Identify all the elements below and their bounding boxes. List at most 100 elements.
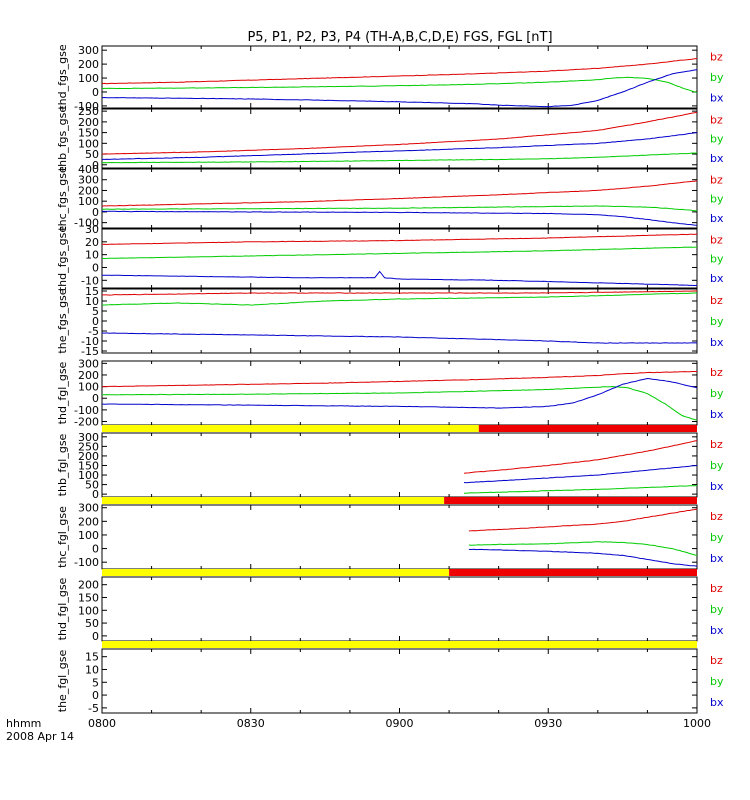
y-tick-label: 0 [92, 261, 99, 274]
legend-bz: bz [710, 51, 723, 64]
mode-bar-red [444, 497, 697, 504]
mode-bar-yellow [102, 569, 450, 576]
legend-bz: bz [710, 173, 723, 186]
y-tick-label: -5 [88, 702, 99, 715]
y-tick-label: 200 [78, 58, 99, 71]
series-bz-line [101, 371, 697, 388]
y-tick-label: 200 [78, 450, 99, 463]
y-tick-label: 100 [78, 195, 99, 208]
y-tick-label: 5 [92, 305, 99, 318]
y-tick-label: 50 [85, 148, 99, 161]
y-tick-label: -5 [88, 325, 99, 338]
legend-bx: bx [710, 212, 724, 225]
series-bz-line [101, 233, 698, 246]
y-axis-label: thb_fgl_gse [56, 433, 69, 496]
x-tick-label: 1000 [683, 717, 711, 730]
plot-title: P5, P1, P2, P3, P4 (TH-A,B,C,D,E) FGS, F… [247, 30, 552, 45]
y-tick-label: 200 [78, 515, 99, 528]
series-by-line [468, 541, 698, 556]
y-tick-label: -100 [74, 404, 99, 417]
y-tick-label: 15 [85, 651, 99, 664]
panel-frame [101, 108, 698, 169]
y-tick-label: -100 [74, 100, 99, 113]
y-tick-label: 0 [92, 630, 99, 643]
series-by-line [101, 246, 698, 260]
legend-bx: bx [710, 336, 724, 349]
legend-by: by [710, 603, 724, 616]
y-tick-label: 100 [78, 381, 99, 394]
legend-bz: bz [710, 113, 723, 126]
series-by-line [102, 385, 698, 421]
y-tick-label: 300 [78, 174, 99, 187]
y-tick-label: 0 [92, 392, 99, 405]
y-tick-label: 50 [85, 479, 99, 492]
mode-bar-yellow [102, 497, 445, 504]
y-axis-label: the_fgs_gse [56, 288, 69, 353]
y-axis-label: thd_fgs_gse [56, 44, 69, 110]
y-tick-label: 100 [78, 72, 99, 85]
y-tick-label: 50 [85, 617, 99, 630]
y-tick-label: 0 [92, 159, 99, 172]
y-axis-label: thd_fgl_gse [56, 577, 69, 640]
y-tick-label: 0 [92, 689, 99, 702]
y-tick-label: 100 [78, 469, 99, 482]
series-bx-line [463, 465, 698, 484]
legend-by: by [710, 675, 724, 688]
panel-frame [101, 576, 698, 642]
x-axis: 0800 0830 0900 0930 1000 [88, 717, 711, 730]
legend-bx: bx [710, 92, 724, 105]
y-tick-label: 250 [78, 105, 99, 118]
y-tick-label: 30 [85, 223, 99, 236]
y-tick-label: 10 [85, 249, 99, 262]
mode-bar-yellow [102, 641, 697, 648]
panel-frame [101, 648, 698, 714]
y-tick-label: 150 [78, 591, 99, 604]
series-bz-line [468, 508, 698, 532]
legend-bz: bz [710, 233, 723, 246]
mode-bar-yellow [102, 425, 479, 432]
legend-by: by [710, 315, 724, 328]
legend-bx: bx [710, 624, 724, 637]
series-bx-line [101, 377, 698, 409]
series-by-line [102, 205, 698, 212]
y-tick-label: -15 [81, 345, 99, 358]
legend-bx: bx [710, 696, 724, 709]
legend-bx: bx [710, 152, 724, 165]
y-tick-label: 0 [92, 543, 99, 556]
y-axis-label: thc_fgl_gse [56, 506, 69, 568]
x-tick-label: 0900 [386, 717, 414, 730]
y-tick-label: 100 [78, 137, 99, 150]
y-tick-label: 0 [92, 315, 99, 328]
y-axis-label: the_fgl_gse [56, 650, 69, 713]
legend-bz: bz [710, 438, 723, 451]
series-bz-line [102, 290, 698, 296]
y-tick-label: -10 [81, 274, 99, 287]
series-bx-line [468, 548, 698, 567]
legend-bx: bx [710, 272, 724, 285]
series-bz-line [101, 111, 698, 155]
legend-by: by [710, 133, 724, 146]
series-bx-line [101, 332, 698, 344]
series-bz-line [463, 440, 698, 474]
series-by-line [101, 152, 698, 164]
legend-bz: bz [710, 582, 723, 595]
y-tick-label: 0 [92, 86, 99, 99]
legend-bz: bz [710, 366, 723, 379]
y-tick-label: 0 [92, 488, 99, 501]
series-by-line [101, 292, 698, 306]
mode-bar-red [478, 425, 697, 432]
legend-by: by [710, 459, 724, 472]
series-by-line [463, 485, 698, 494]
y-tick-label: 400 [78, 163, 99, 176]
legend-bz: bz [710, 294, 723, 307]
panel-frame [101, 504, 698, 570]
y-tick-label: 200 [78, 579, 99, 592]
